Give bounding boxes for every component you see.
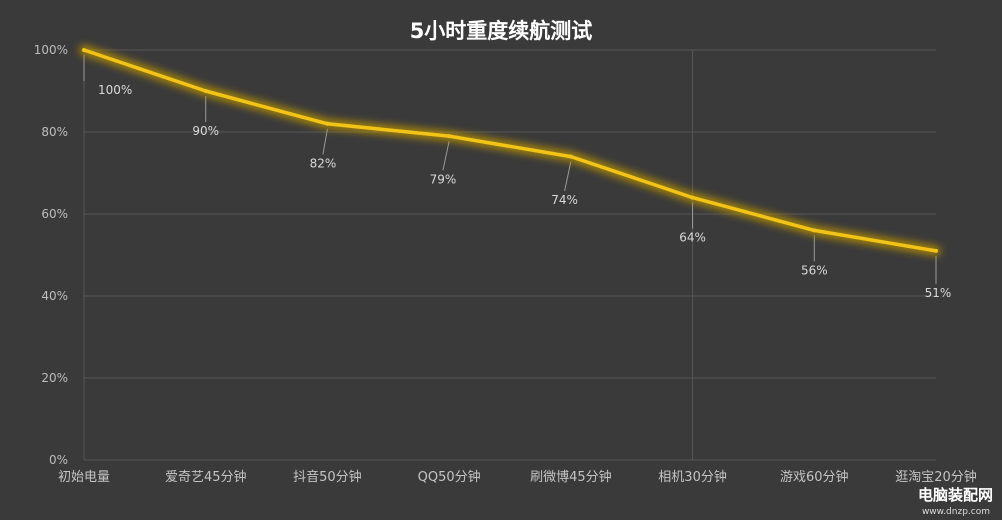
data-label: 90% [192,124,219,138]
y-tick-label: 0% [49,453,68,467]
y-tick-label: 100% [34,43,68,57]
data-label: 79% [430,172,457,186]
x-tick-label: 刷微博45分钟 [530,469,612,485]
data-point [82,48,86,52]
y-axis-ticks: 0% 20% 40% 60% 80% 100% [34,43,68,467]
y-tick-label: 80% [41,125,68,139]
x-tick-label: 逛淘宝20分钟 [895,469,977,485]
data-label-leader [322,128,328,155]
y-tick-label: 60% [41,207,68,221]
watermark-text: 电脑装配网 [918,486,993,504]
chart-title: 5小时重度续航测试 [410,19,593,43]
data-point [203,89,208,93]
grid-lines [83,49,936,461]
data-label-leader [564,161,572,192]
data-point [690,195,695,200]
series-line-glow [79,45,941,256]
data-label-leader [442,140,450,171]
watermark-sub: www.dnzp.com [922,507,990,517]
x-tick-label: 相机30分钟 [658,469,727,485]
data-point [934,248,938,253]
data-label: 64% [679,231,706,245]
data-label: 74% [551,193,578,207]
y-tick-label: 20% [41,371,68,385]
data-label: 100% [98,83,132,97]
data-point [812,228,817,233]
data-point [568,154,573,159]
y-tick-label: 40% [41,289,68,303]
x-tick-label: 游戏60分钟 [780,469,849,485]
data-point [325,121,330,126]
x-tick-label: 初始电量 [58,470,110,485]
series-line [82,48,938,253]
data-label: 56% [801,263,828,277]
x-axis-ticks: 初始电量 爱奇艺45分钟 抖音50分钟 QQ50分钟 刷微博45分钟 相机30分钟 游戏60… [58,469,977,485]
series-line-layer [79,45,941,256]
data-label: 51% [925,286,952,300]
x-tick-label: 爱奇艺45分钟 [165,469,247,485]
watermark: 电脑装配网 www.dnzp.com [918,486,993,517]
x-tick-label: 抖音50分钟 [293,469,362,485]
data-point [447,134,452,139]
x-tick-label: QQ50分钟 [418,469,481,485]
data-label-leaders [83,55,937,284]
data-labels: 100% 90% 82% 79% 74% 64% 56% 51% [98,83,951,300]
data-label: 82% [310,156,337,170]
